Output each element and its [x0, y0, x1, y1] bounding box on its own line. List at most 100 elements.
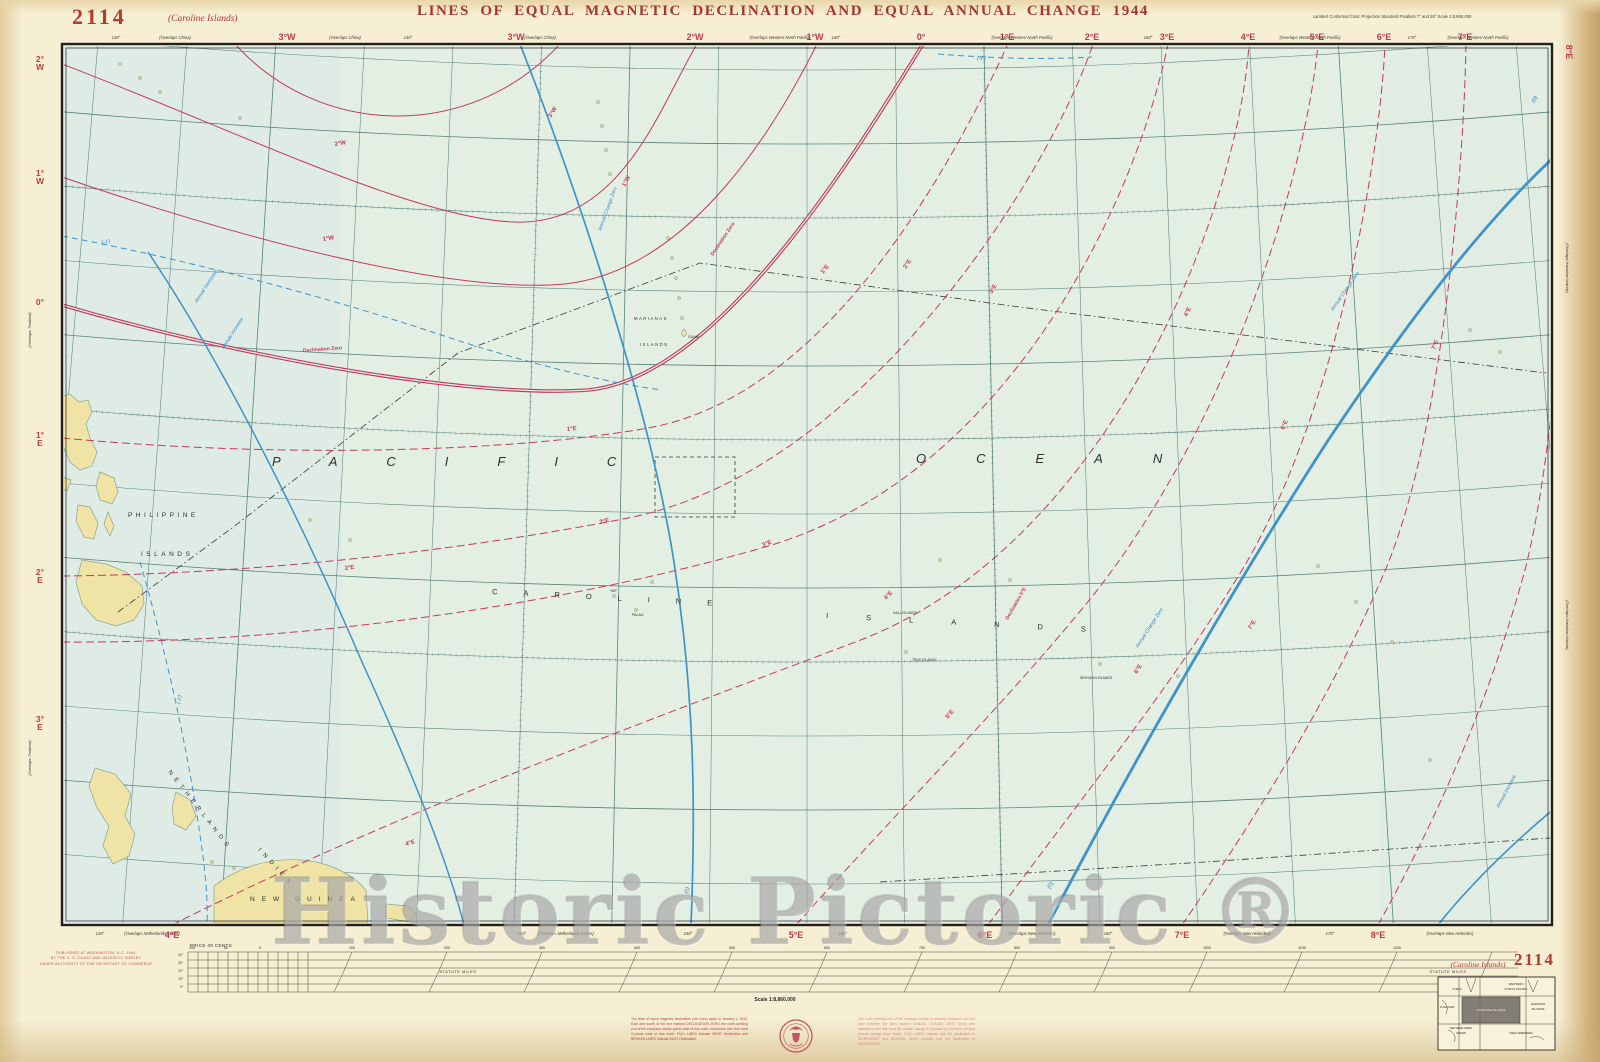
- scale-curve: [713, 951, 733, 993]
- scale-number: 100: [189, 946, 195, 950]
- scale-curve: [903, 951, 923, 993]
- land-palawan: [32, 524, 58, 566]
- declination-label: 1°E: [567, 426, 577, 433]
- land-cebu: [103, 511, 115, 537]
- scale-number: 1000: [1203, 946, 1211, 950]
- declination-label: 4°E: [1183, 306, 1193, 317]
- isogonic-1w: [64, 46, 817, 286]
- scale-number: 100: [349, 946, 355, 950]
- meridian-line: [1338, 46, 1394, 923]
- scale-number: 600: [824, 946, 830, 950]
- inset-chart-number: 2114: [1514, 950, 1556, 969]
- inset-label: NETHERLANDS: [1450, 1026, 1472, 1030]
- meridian-line: [416, 46, 454, 923]
- small-island: [232, 866, 236, 870]
- place-name: GUAM: [688, 335, 699, 339]
- land-masses: [32, 62, 1502, 923]
- scale-number: 0: [259, 946, 261, 950]
- edge-overlap-note: 130°: [112, 35, 121, 40]
- land-panay-negros: [75, 504, 99, 540]
- edge-declination-label: 1°E: [36, 430, 45, 448]
- edge-overlap-note: 140°: [404, 35, 413, 40]
- land-halmahera: [171, 791, 197, 831]
- land-new-guinea: [213, 859, 369, 923]
- small-island: [666, 236, 670, 240]
- declination-label: 6°E: [1280, 419, 1289, 430]
- publisher-line: UNDER AUTHORITY OF THE SECRETARY OF COMM…: [39, 961, 153, 966]
- edge-overlap-note: (Overlaps Western North Pacific): [749, 35, 811, 40]
- seal-eagle-icon: [789, 1026, 803, 1031]
- edge-overlap-note: 170°: [1326, 931, 1335, 936]
- edge-overlap-note: (Overlaps New Hebrides): [1426, 931, 1474, 936]
- edge-overlap-note: 140°: [518, 931, 527, 936]
- declination-label: 4°E: [883, 590, 894, 601]
- annual-increase-line: [1438, 811, 1550, 923]
- latitude-label: 30°: [178, 961, 184, 965]
- scale-curve: [523, 951, 543, 993]
- small-island: [600, 124, 604, 128]
- map-content: PACIFIC OCEAN PHILIPPINE ISLANDS MARIANAS ISL…: [32, 46, 1550, 923]
- inset-label: HAWAIIAN: [1531, 1002, 1546, 1006]
- place-name: SENYAVIN ISLANDS: [1080, 676, 1113, 680]
- east-sea-tint: [1380, 46, 1550, 923]
- small-island: [650, 580, 654, 584]
- place-name: MARIANAS: [634, 316, 668, 321]
- edge-declination-label: 3°E: [1160, 32, 1175, 42]
- land-new-britain: [385, 903, 417, 923]
- annual-change-minus2: [139, 561, 208, 923]
- edge-overlap-note: (Overlaps Netherlands Indies): [124, 931, 180, 936]
- meridian-line: [220, 46, 276, 923]
- inset-label: CHINA: [1452, 987, 1461, 991]
- scale-caption: Scale 1:8,860,000: [754, 997, 795, 1003]
- publisher-block: PUBLISHED AT WASHINGTON, D.C. 1944 BY TH…: [34, 951, 158, 967]
- small-island: [634, 608, 638, 612]
- edge-declination-label: 6°E: [978, 930, 993, 940]
- meridian-line: [1427, 46, 1492, 923]
- meridian-line: [1249, 46, 1296, 923]
- isogonic-4e: [174, 46, 1250, 923]
- edge-declination-label: 6°E: [1377, 32, 1392, 42]
- edge-declination-label: 7°E: [1175, 930, 1190, 940]
- declination-label: 2°E: [903, 259, 914, 270]
- meridian-line: [895, 46, 905, 923]
- edge-overlap-note: 150°: [684, 931, 693, 936]
- small-island: [1316, 564, 1320, 568]
- declination-label: Declination Zero: [303, 345, 343, 354]
- place-name: NEW GUINEA: [250, 896, 362, 903]
- small-island: [670, 256, 674, 260]
- small-island: [680, 316, 684, 320]
- land-luzon: [64, 393, 98, 471]
- declination-zero-gap: [64, 46, 923, 392]
- declination-lines: [64, 46, 1550, 923]
- projection-note: Lambert Conformal Conic Projection Stand…: [1312, 14, 1472, 19]
- edge-declination-label: 1°E: [1000, 32, 1015, 42]
- meridian-line: [1072, 46, 1101, 923]
- isogonic-1e: [64, 46, 1008, 451]
- chart-number: 2114: [72, 4, 127, 29]
- scale-number: 400: [634, 946, 640, 950]
- edge-overlap-note: (Overlaps Hawaiian Islands): [1565, 243, 1570, 294]
- edge-overlap-note: 170°: [1408, 35, 1417, 40]
- scale-curve: [428, 951, 448, 993]
- inset-label: THAILAND: [1440, 1005, 1456, 1009]
- graticule: [64, 46, 1550, 923]
- small-island: [238, 116, 242, 120]
- annual-change-label: (0): [1531, 95, 1540, 104]
- edge-declination-label: 5°E: [1310, 32, 1325, 42]
- scale-curve: [1283, 951, 1303, 993]
- small-island: [210, 860, 214, 864]
- edge-overlap-note: 130°: [96, 931, 105, 936]
- place-name: ISLANDS: [640, 342, 668, 347]
- inset-label: NORTH PACIFIC: [1504, 987, 1528, 991]
- annual-change-label: (0): [1047, 881, 1056, 890]
- small-island: [138, 76, 142, 80]
- latitude-label: 10°: [178, 977, 184, 981]
- place-name: TRUK ISLANDS: [912, 658, 937, 662]
- place-name: PALAU: [632, 613, 644, 617]
- edge-overlap-note: 160°: [839, 931, 848, 936]
- edge-declination-label: 0°: [917, 32, 926, 42]
- small-island: [348, 538, 352, 542]
- chart-title: LINES OF EQUAL MAGNETIC DECLINATION AND …: [416, 3, 1150, 19]
- edge-overlap-note: (Overlaps New Hebrides): [1008, 931, 1056, 936]
- scale-unit-label: STATUTE MILES: [1430, 970, 1467, 974]
